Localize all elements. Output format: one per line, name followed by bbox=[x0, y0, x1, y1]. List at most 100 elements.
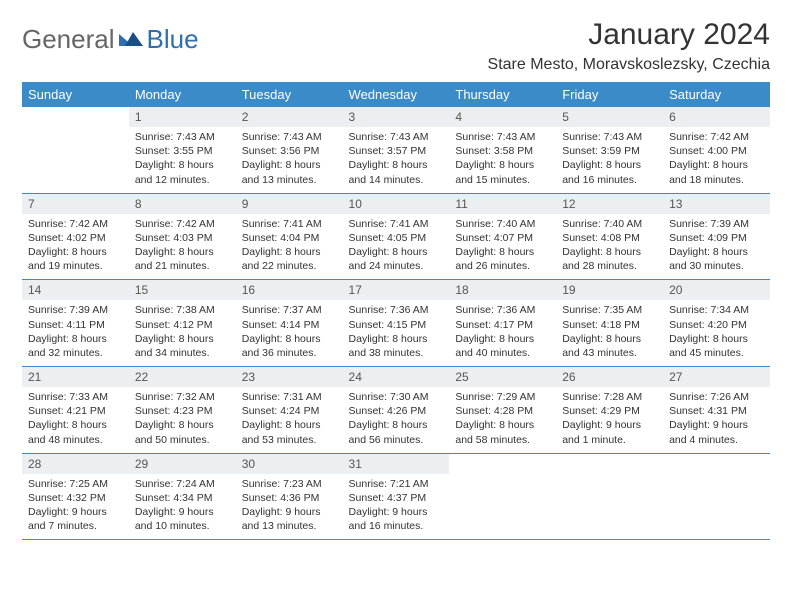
day-number: 19 bbox=[556, 280, 663, 300]
calendar-cell: 31Sunrise: 7:21 AMSunset: 4:37 PMDayligh… bbox=[343, 453, 450, 540]
day-line-ss: Sunset: 4:14 PM bbox=[242, 318, 337, 332]
calendar-table: SundayMondayTuesdayWednesdayThursdayFrid… bbox=[22, 82, 770, 540]
empty-daynum bbox=[449, 454, 556, 474]
empty-daynum bbox=[22, 107, 129, 127]
day-line-ss: Sunset: 4:00 PM bbox=[669, 144, 764, 158]
calendar-body: 1Sunrise: 7:43 AMSunset: 3:55 PMDaylight… bbox=[22, 107, 770, 540]
day-line-sr: Sunrise: 7:26 AM bbox=[669, 390, 764, 404]
day-number: 30 bbox=[236, 454, 343, 474]
day-line-sr: Sunrise: 7:39 AM bbox=[669, 217, 764, 231]
day-line-dl2: and 1 minute. bbox=[562, 433, 657, 447]
day-number: 28 bbox=[22, 454, 129, 474]
day-line-dl1: Daylight: 9 hours bbox=[349, 505, 444, 519]
day-line-dl1: Daylight: 8 hours bbox=[349, 418, 444, 432]
day-line-dl1: Daylight: 8 hours bbox=[135, 332, 230, 346]
day-line-dl2: and 18 minutes. bbox=[669, 173, 764, 187]
day-line-dl1: Daylight: 8 hours bbox=[28, 418, 123, 432]
day-line-ss: Sunset: 4:17 PM bbox=[455, 318, 550, 332]
day-line-dl1: Daylight: 9 hours bbox=[669, 418, 764, 432]
day-line-sr: Sunrise: 7:23 AM bbox=[242, 477, 337, 491]
calendar-week-row: 28Sunrise: 7:25 AMSunset: 4:32 PMDayligh… bbox=[22, 453, 770, 540]
day-line-sr: Sunrise: 7:37 AM bbox=[242, 303, 337, 317]
day-line-ss: Sunset: 3:56 PM bbox=[242, 144, 337, 158]
day-details: Sunrise: 7:43 AMSunset: 3:57 PMDaylight:… bbox=[343, 127, 450, 193]
day-line-sr: Sunrise: 7:24 AM bbox=[135, 477, 230, 491]
day-line-dl2: and 45 minutes. bbox=[669, 346, 764, 360]
day-line-dl2: and 34 minutes. bbox=[135, 346, 230, 360]
empty-daynum bbox=[556, 454, 663, 474]
day-line-ss: Sunset: 3:58 PM bbox=[455, 144, 550, 158]
brand-logo: General Blue bbox=[22, 24, 199, 55]
day-line-dl1: Daylight: 8 hours bbox=[242, 245, 337, 259]
day-line-ss: Sunset: 3:59 PM bbox=[562, 144, 657, 158]
empty-daybody bbox=[556, 474, 663, 530]
day-number: 13 bbox=[663, 194, 770, 214]
day-line-sr: Sunrise: 7:39 AM bbox=[28, 303, 123, 317]
calendar-cell: 14Sunrise: 7:39 AMSunset: 4:11 PMDayligh… bbox=[22, 280, 129, 367]
day-line-sr: Sunrise: 7:28 AM bbox=[562, 390, 657, 404]
day-number: 22 bbox=[129, 367, 236, 387]
brand-text-2: Blue bbox=[147, 24, 199, 55]
day-line-ss: Sunset: 4:26 PM bbox=[349, 404, 444, 418]
day-details: Sunrise: 7:28 AMSunset: 4:29 PMDaylight:… bbox=[556, 387, 663, 453]
day-line-dl1: Daylight: 8 hours bbox=[135, 158, 230, 172]
day-line-ss: Sunset: 4:20 PM bbox=[669, 318, 764, 332]
calendar-cell: 5Sunrise: 7:43 AMSunset: 3:59 PMDaylight… bbox=[556, 107, 663, 193]
empty-daynum bbox=[663, 454, 770, 474]
day-details: Sunrise: 7:26 AMSunset: 4:31 PMDaylight:… bbox=[663, 387, 770, 453]
calendar-cell bbox=[22, 107, 129, 193]
day-line-dl2: and 24 minutes. bbox=[349, 259, 444, 273]
day-line-ss: Sunset: 3:57 PM bbox=[349, 144, 444, 158]
day-line-ss: Sunset: 4:36 PM bbox=[242, 491, 337, 505]
day-line-sr: Sunrise: 7:34 AM bbox=[669, 303, 764, 317]
day-line-dl1: Daylight: 8 hours bbox=[562, 245, 657, 259]
calendar-cell: 6Sunrise: 7:42 AMSunset: 4:00 PMDaylight… bbox=[663, 107, 770, 193]
day-details: Sunrise: 7:36 AMSunset: 4:17 PMDaylight:… bbox=[449, 300, 556, 366]
weekday-header: Wednesday bbox=[343, 82, 450, 107]
day-line-ss: Sunset: 4:21 PM bbox=[28, 404, 123, 418]
day-details: Sunrise: 7:40 AMSunset: 4:08 PMDaylight:… bbox=[556, 214, 663, 280]
day-line-dl2: and 36 minutes. bbox=[242, 346, 337, 360]
day-line-dl2: and 58 minutes. bbox=[455, 433, 550, 447]
day-line-sr: Sunrise: 7:42 AM bbox=[669, 130, 764, 144]
day-line-sr: Sunrise: 7:43 AM bbox=[562, 130, 657, 144]
day-details: Sunrise: 7:40 AMSunset: 4:07 PMDaylight:… bbox=[449, 214, 556, 280]
day-line-dl2: and 14 minutes. bbox=[349, 173, 444, 187]
day-line-sr: Sunrise: 7:25 AM bbox=[28, 477, 123, 491]
day-line-dl2: and 21 minutes. bbox=[135, 259, 230, 273]
day-line-sr: Sunrise: 7:38 AM bbox=[135, 303, 230, 317]
day-line-sr: Sunrise: 7:21 AM bbox=[349, 477, 444, 491]
day-line-dl2: and 30 minutes. bbox=[669, 259, 764, 273]
day-line-ss: Sunset: 4:04 PM bbox=[242, 231, 337, 245]
calendar-cell: 2Sunrise: 7:43 AMSunset: 3:56 PMDaylight… bbox=[236, 107, 343, 193]
day-line-dl1: Daylight: 8 hours bbox=[28, 245, 123, 259]
calendar-header-row: SundayMondayTuesdayWednesdayThursdayFrid… bbox=[22, 82, 770, 107]
day-line-dl2: and 56 minutes. bbox=[349, 433, 444, 447]
day-number: 2 bbox=[236, 107, 343, 127]
day-details: Sunrise: 7:43 AMSunset: 3:56 PMDaylight:… bbox=[236, 127, 343, 193]
day-line-dl2: and 13 minutes. bbox=[242, 519, 337, 533]
calendar-cell: 24Sunrise: 7:30 AMSunset: 4:26 PMDayligh… bbox=[343, 367, 450, 454]
day-line-sr: Sunrise: 7:35 AM bbox=[562, 303, 657, 317]
title-block: January 2024 Stare Mesto, Moravskoslezsk… bbox=[488, 18, 770, 74]
day-line-dl1: Daylight: 8 hours bbox=[669, 332, 764, 346]
day-number: 23 bbox=[236, 367, 343, 387]
day-line-dl1: Daylight: 8 hours bbox=[242, 158, 337, 172]
day-details: Sunrise: 7:42 AMSunset: 4:00 PMDaylight:… bbox=[663, 127, 770, 193]
day-line-sr: Sunrise: 7:36 AM bbox=[455, 303, 550, 317]
day-line-dl2: and 43 minutes. bbox=[562, 346, 657, 360]
day-line-ss: Sunset: 4:02 PM bbox=[28, 231, 123, 245]
day-line-ss: Sunset: 4:23 PM bbox=[135, 404, 230, 418]
day-line-dl1: Daylight: 8 hours bbox=[669, 158, 764, 172]
day-number: 25 bbox=[449, 367, 556, 387]
day-line-dl1: Daylight: 8 hours bbox=[455, 245, 550, 259]
day-details: Sunrise: 7:35 AMSunset: 4:18 PMDaylight:… bbox=[556, 300, 663, 366]
day-line-dl1: Daylight: 8 hours bbox=[135, 245, 230, 259]
day-line-dl1: Daylight: 8 hours bbox=[242, 332, 337, 346]
calendar-cell: 25Sunrise: 7:29 AMSunset: 4:28 PMDayligh… bbox=[449, 367, 556, 454]
day-line-dl2: and 7 minutes. bbox=[28, 519, 123, 533]
day-number: 9 bbox=[236, 194, 343, 214]
day-line-ss: Sunset: 4:11 PM bbox=[28, 318, 123, 332]
calendar-cell: 18Sunrise: 7:36 AMSunset: 4:17 PMDayligh… bbox=[449, 280, 556, 367]
day-line-dl2: and 50 minutes. bbox=[135, 433, 230, 447]
